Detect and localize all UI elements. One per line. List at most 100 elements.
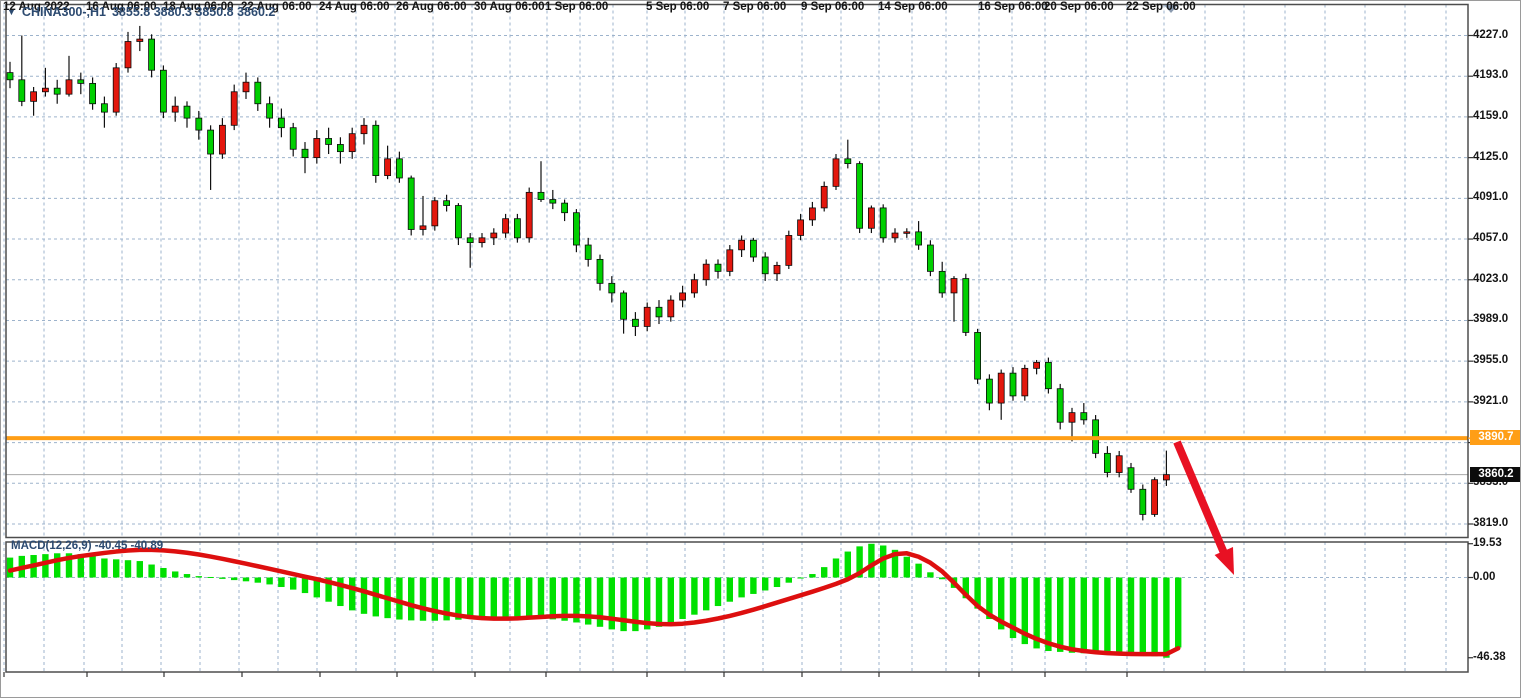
- chart-title: ▼ CHINA300-,H1 3855.8 3880.3 3850.8 3860…: [7, 5, 275, 19]
- candle-body: [431, 200, 439, 227]
- macd-bar: [290, 577, 297, 590]
- candle-body: [903, 231, 911, 234]
- macd-bar: [762, 577, 769, 591]
- macd-bar: [868, 543, 875, 578]
- candle-body: [1009, 372, 1017, 397]
- candle-body: [218, 124, 226, 155]
- candle-body: [738, 239, 745, 251]
- candle-body: [6, 72, 14, 81]
- macd-bar: [231, 577, 238, 581]
- macd-bar: [844, 551, 851, 578]
- candle-body: [1127, 467, 1135, 490]
- candle-body: [856, 163, 863, 229]
- time-axis-label: 5 Sep 06:00: [646, 1, 710, 13]
- macd-bar: [1175, 577, 1182, 648]
- macd-bar: [1080, 577, 1087, 654]
- macd-bar: [65, 553, 73, 578]
- candle-body: [148, 38, 156, 71]
- candle-body: [195, 117, 203, 131]
- time-axis-label: 24 Aug 06:00: [319, 1, 390, 13]
- price-axis-label: 4125.0: [1473, 150, 1509, 163]
- trend-arrow[interactable]: [1173, 440, 1234, 575]
- candle-body: [360, 124, 368, 135]
- macd-bar: [974, 577, 981, 609]
- ohlc-readout: 3855.8 3880.3 3850.8 3860.2: [111, 5, 276, 19]
- macd-bar: [419, 577, 427, 621]
- resistance-line[interactable]: [6, 436, 1468, 441]
- price-axis-label: 4227.0: [1473, 28, 1509, 41]
- macd-bar: [526, 577, 533, 618]
- macd-bar: [1057, 577, 1064, 652]
- macd-bar: [620, 577, 627, 632]
- price-axis-label: 4193.0: [1473, 69, 1509, 82]
- candle-body: [502, 218, 510, 234]
- macd-indicator-label: MACD(12,26,9) -40.45 -40.89: [11, 540, 163, 552]
- macd-bar: [396, 577, 403, 620]
- candle-body: [809, 207, 816, 221]
- candle-body: [514, 218, 521, 239]
- candle-body: [89, 82, 96, 105]
- last-bar-marker-icon: [1164, 5, 1178, 13]
- macd-axis-label: 0.00: [1473, 570, 1496, 583]
- candle-body: [124, 41, 132, 69]
- macd-bar: [726, 577, 733, 602]
- macd-bar: [325, 577, 332, 602]
- candle-body: [159, 69, 167, 113]
- macd-bar: [219, 577, 226, 579]
- macd-bar: [962, 577, 969, 599]
- candle-body: [443, 200, 451, 206]
- candle-body: [395, 158, 403, 179]
- candle-body: [986, 378, 993, 404]
- macd-bar: [596, 577, 604, 627]
- candle-body: [18, 79, 26, 102]
- macd-axis-label: -46.38: [1473, 650, 1506, 663]
- macd-bar: [207, 576, 214, 578]
- macd-bar: [679, 577, 686, 620]
- time-axis-label: 18 Aug 06:00: [163, 1, 234, 13]
- candle-body: [1080, 412, 1088, 421]
- macd-bar: [42, 554, 49, 578]
- macd-bar: [1139, 577, 1146, 656]
- macd-bar: [703, 577, 710, 611]
- candle-body: [549, 199, 557, 204]
- candle-body: [608, 282, 616, 294]
- candle-body: [868, 207, 875, 229]
- resistance-price-tag: 3890.7: [1470, 430, 1520, 445]
- macd-bar: [490, 577, 497, 618]
- macd-bar: [998, 577, 1005, 630]
- macd-bar: [809, 574, 816, 578]
- candle-body: [537, 191, 545, 200]
- time-axis-label: 20 Sep 06:00: [1044, 1, 1114, 13]
- time-axis-label: 16 Aug 06:00: [86, 1, 157, 13]
- macd-bar: [986, 577, 993, 620]
- candle-body: [891, 232, 899, 239]
- candle-body: [573, 212, 580, 246]
- macd-bar: [514, 577, 521, 617]
- macd-values: -40.45 -40.89: [94, 540, 164, 552]
- candle-body: [112, 67, 120, 113]
- candle-body: [301, 148, 309, 159]
- macd-bar: [431, 577, 438, 621]
- candle-body: [101, 103, 108, 113]
- candle-body: [42, 87, 49, 93]
- trend-arrow-shaft[interactable]: [1173, 440, 1228, 555]
- symbol-dropdown-icon[interactable]: ▼: [7, 7, 16, 17]
- candle-body: [584, 244, 592, 260]
- time-axis-label: 12 Aug 2022: [3, 1, 70, 13]
- macd-bar: [1009, 577, 1017, 639]
- candle-body: [77, 79, 85, 84]
- macd-pane-frame[interactable]: [5, 541, 1469, 673]
- macd-bar: [6, 557, 14, 578]
- candle-body: [962, 278, 970, 333]
- resistance-line-bar[interactable]: [6, 436, 1468, 441]
- macd-bar: [608, 577, 615, 630]
- candle-body: [313, 138, 321, 159]
- macd-bar: [1127, 577, 1135, 655]
- candle-body: [950, 278, 958, 294]
- macd-bar: [1092, 577, 1099, 654]
- trend-arrow-head[interactable]: [1214, 547, 1234, 575]
- macd-bar: [301, 577, 309, 594]
- candle-body: [820, 185, 828, 209]
